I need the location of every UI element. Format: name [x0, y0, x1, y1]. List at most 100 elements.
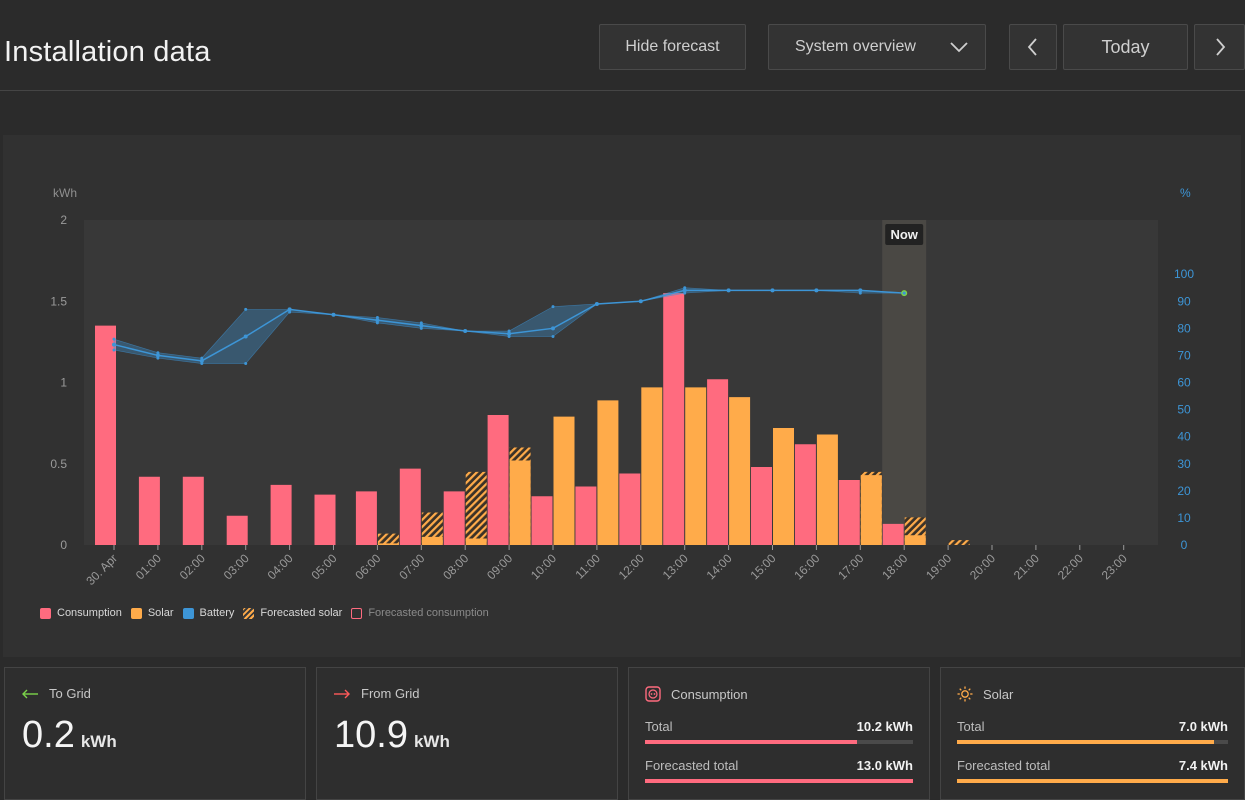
- to-grid-card: To Grid 0.2 kWh: [4, 667, 306, 800]
- consumption-forecast-bar: [645, 779, 913, 783]
- legend-forecasted-solar[interactable]: Forecasted solar: [243, 607, 342, 619]
- now-label-bg: [885, 224, 924, 245]
- to-grid-number: 0.2: [22, 714, 75, 756]
- y-left-tick: 1: [60, 376, 67, 390]
- consumption-bar: [838, 480, 860, 545]
- battery-min-point: [507, 334, 511, 338]
- forecasted-solar-bar: [948, 540, 970, 545]
- y-left-tick: 0.5: [50, 457, 67, 471]
- consumption-forecast-label: Forecasted total: [645, 758, 739, 773]
- y-right-tick: 30: [1177, 457, 1191, 471]
- legend-consumption[interactable]: Consumption: [40, 607, 122, 619]
- consumption-label: Consumption: [671, 686, 748, 702]
- next-day-button[interactable]: [1194, 24, 1245, 70]
- consumption-header: Consumption: [645, 686, 748, 702]
- from-grid-number: 10.9: [334, 714, 408, 756]
- x-tick-label: 08:00: [440, 551, 471, 582]
- y-right-tick: 20: [1177, 484, 1191, 498]
- x-tick-label: 05:00: [308, 551, 339, 582]
- battery-point: [155, 353, 160, 358]
- consumption-bar: [270, 484, 292, 545]
- battery-point: [199, 358, 204, 363]
- consumption-forecast-row: Forecasted total 13.0 kWh: [645, 758, 913, 773]
- x-tick-label: 14:00: [704, 551, 735, 582]
- legend-solar[interactable]: Solar: [130, 607, 174, 619]
- previous-day-button[interactable]: [1009, 24, 1057, 70]
- solar-bar: [465, 538, 487, 545]
- battery-min-point: [463, 329, 467, 333]
- x-tick-label: 17:00: [835, 551, 866, 582]
- x-tick-label: 15:00: [747, 551, 778, 582]
- y-right-tick: 70: [1177, 348, 1191, 362]
- system-overview-label: System overview: [795, 38, 916, 55]
- y-right-tick: 50: [1177, 403, 1191, 417]
- x-tick-label: 13:00: [660, 551, 691, 582]
- page-title: Installation data: [4, 36, 211, 68]
- solar-card: Solar Total 7.0 kWh Forecasted total 7.4 k…: [940, 667, 1245, 800]
- consumption-total-value: 10.2 kWh: [856, 719, 913, 734]
- solar-bar: [729, 397, 751, 545]
- y-right-tick: 90: [1177, 294, 1191, 308]
- consumption-bar: [226, 515, 248, 545]
- system-overview-select[interactable]: System overview: [768, 24, 986, 70]
- y-left-unit: kWh: [53, 186, 77, 200]
- today-button[interactable]: Today: [1063, 24, 1188, 70]
- solar-bar: [816, 434, 838, 545]
- consumption-swatch: [40, 607, 51, 619]
- legend-forecasted-consumption[interactable]: Forecasted consumption: [351, 607, 489, 619]
- x-tick-label: 04:00: [265, 551, 296, 582]
- from-grid-value: 10.9 kWh: [334, 714, 450, 757]
- solar-bar: [773, 428, 794, 545]
- solar-total-fill: [957, 740, 1215, 744]
- battery-max-point: [551, 305, 555, 309]
- consumption-bar: [794, 444, 816, 545]
- x-tick-label: 23:00: [1099, 551, 1130, 582]
- now-highlight: [882, 220, 927, 545]
- battery-max-point: [112, 337, 116, 341]
- consumption-forecast-fill: [645, 779, 913, 783]
- hide-forecast-button[interactable]: Hide forecast: [599, 24, 746, 70]
- solar-bar: [904, 535, 926, 545]
- consumption-total-row: Total 10.2 kWh: [645, 719, 913, 734]
- battery-max-point: [156, 351, 160, 355]
- from-grid-label: From Grid: [361, 686, 420, 701]
- consumption-bar: [531, 496, 553, 545]
- consumption-total-label: Total: [645, 719, 673, 734]
- y-left-tick: 2: [60, 213, 67, 227]
- legend-battery[interactable]: Battery: [182, 607, 234, 619]
- battery-min-point: [375, 321, 379, 325]
- x-tick-label: 10:00: [528, 551, 559, 582]
- battery-min-point: [902, 291, 906, 295]
- consumption-card: Consumption Total 10.2 kWh Forecasted tot…: [628, 667, 930, 800]
- battery-max-point: [507, 329, 511, 333]
- battery-max-point: [858, 288, 862, 292]
- battery-point: [551, 326, 555, 331]
- page-header: Installation data Hide forecast System o…: [0, 0, 1245, 91]
- battery-min-point: [112, 348, 116, 352]
- consumption-bar: [619, 473, 641, 545]
- arrow-right-icon: [333, 689, 351, 699]
- solar-forecast-bar: [957, 779, 1228, 783]
- x-tick-label: 21:00: [1011, 551, 1042, 582]
- solar-bar: [553, 416, 575, 545]
- battery-point: [112, 342, 116, 347]
- battery-min-point: [332, 313, 335, 317]
- battery-min-point: [858, 291, 862, 295]
- legend-forecasted-consumption-label: Forecasted consumption: [368, 607, 489, 619]
- to-grid-unit: kWh: [80, 732, 117, 751]
- consumption-bar: [882, 523, 904, 545]
- consumption-bar: [751, 467, 772, 545]
- solar-total-label: Total: [957, 719, 985, 734]
- battery-max-point: [244, 307, 248, 311]
- legend-forecasted-solar-label: Forecasted solar: [260, 607, 343, 619]
- forecasted-solar-bar: [465, 471, 487, 545]
- battery-swatch: [182, 607, 194, 619]
- x-tick-label: 30. Apr: [83, 551, 120, 588]
- arrow-left-icon: [21, 689, 39, 699]
- y-right-tick: 100: [1174, 267, 1194, 281]
- consumption-bar: [487, 415, 509, 545]
- x-tick-label: 07:00: [396, 551, 427, 582]
- solar-forecast-value: 7.4 kWh: [1178, 758, 1228, 773]
- forecasted-solar-bar: [377, 533, 399, 545]
